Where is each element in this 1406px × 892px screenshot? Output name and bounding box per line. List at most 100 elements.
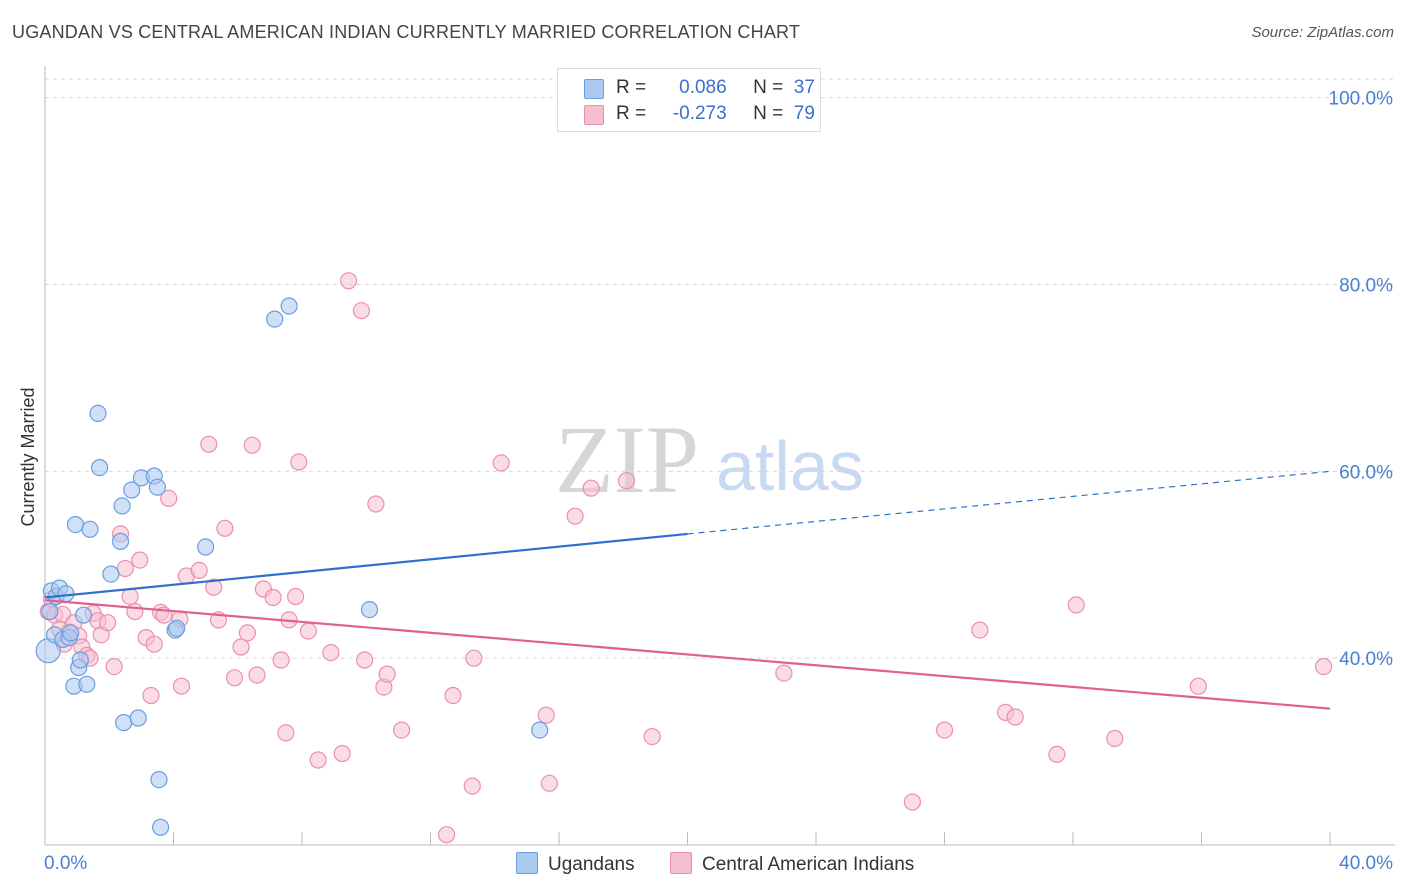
cai-point xyxy=(200,435,218,453)
cai-point xyxy=(1189,677,1207,695)
cai-point xyxy=(160,489,178,507)
cai-point xyxy=(540,774,559,792)
cai-point xyxy=(340,272,358,290)
ugandans-point xyxy=(66,515,85,534)
trend-lines xyxy=(44,470,1331,710)
ugandans-point xyxy=(57,585,75,603)
ugandans-point xyxy=(113,497,131,515)
ugandans-point xyxy=(111,532,130,551)
cai-point xyxy=(465,649,483,667)
cai-point xyxy=(1048,745,1066,764)
watermark-zip: ZIP xyxy=(555,406,699,513)
cai-point xyxy=(205,578,223,596)
ugandans-point xyxy=(123,481,141,499)
cai-point xyxy=(309,751,327,769)
cai-point xyxy=(299,622,317,640)
x-tick-label: 40.0% xyxy=(1339,853,1393,874)
ugandans-r-value: 0.086 xyxy=(679,77,727,98)
cai-point xyxy=(617,472,636,490)
ugandans-point xyxy=(74,606,93,624)
ugandans-point xyxy=(62,624,80,642)
cai-point xyxy=(121,587,139,606)
ugandans-point xyxy=(360,600,379,619)
cai-point xyxy=(643,727,661,746)
cai-trend-line xyxy=(44,599,1331,710)
cai-point xyxy=(238,624,256,642)
ugandans-point xyxy=(115,713,133,732)
y-tick-label: 60.0% xyxy=(1339,462,1393,483)
chart-title: UGANDAN VS CENTRAL AMERICAN INDIAN CURRE… xyxy=(12,22,801,42)
cai-point xyxy=(145,635,163,653)
x-tick-labels: 0.0% 40.0% xyxy=(44,853,1393,874)
cai-point xyxy=(190,561,208,580)
cai-point xyxy=(352,302,370,320)
ugandans-n-value: 37 xyxy=(793,77,815,98)
cai-point xyxy=(492,454,510,472)
cai-point xyxy=(1006,708,1024,726)
source-credit: Source: ZipAtlas.com xyxy=(1251,24,1394,41)
ugandans-point xyxy=(148,478,166,496)
cai-point xyxy=(537,706,555,724)
stats-legend: R = 0.086 N = 37 R = -0.273 N = 79 xyxy=(557,68,821,132)
cai-point xyxy=(935,721,954,739)
cai-r-value: -0.273 xyxy=(672,103,727,124)
ugandans-point xyxy=(280,297,298,315)
ugandans-swatch xyxy=(584,79,604,99)
r-label: R = xyxy=(616,103,647,124)
cai-point xyxy=(356,651,374,669)
y-tick-label: 80.0% xyxy=(1339,276,1393,297)
ugandans-point xyxy=(71,651,89,669)
ugandans-point xyxy=(129,709,147,727)
cai-point xyxy=(264,588,282,607)
ugandans-point xyxy=(102,565,120,583)
cai-point xyxy=(98,614,117,632)
cai-point xyxy=(393,721,411,739)
cai-swatch xyxy=(584,105,604,125)
ugandans-point xyxy=(152,818,170,836)
cai-point xyxy=(216,519,234,537)
watermark-atlas: atlas xyxy=(716,427,864,505)
legend-cai: Central American Indians xyxy=(670,852,914,876)
cai-point xyxy=(903,793,922,811)
x-tick-label: 0.0% xyxy=(44,853,87,874)
cai-point xyxy=(1067,596,1085,614)
cai-point xyxy=(172,677,191,695)
cai-point xyxy=(243,436,261,454)
cai-point xyxy=(378,665,396,683)
cai-point xyxy=(272,651,290,669)
ugandans-trend-line xyxy=(44,532,688,599)
cai-point xyxy=(775,664,793,682)
ugandans-point xyxy=(89,404,107,422)
cai-n-value: 79 xyxy=(793,103,815,124)
y-tick-label: 40.0% xyxy=(1339,649,1393,670)
cai-point xyxy=(367,495,385,513)
cai-point xyxy=(116,559,134,578)
cai-point xyxy=(333,744,351,763)
cai-point xyxy=(225,669,244,687)
cai-point xyxy=(248,666,266,684)
cai-point xyxy=(971,621,989,639)
ugandans-point xyxy=(81,520,99,538)
axes xyxy=(44,66,1395,846)
legend-ugandans-swatch xyxy=(516,852,538,874)
watermark: ZIP atlas xyxy=(555,406,864,513)
data-points xyxy=(35,272,1333,844)
y-tick-label: 100.0% xyxy=(1329,89,1394,110)
n-label: N = xyxy=(753,103,784,124)
cai-point xyxy=(126,602,144,621)
legend-cai-swatch xyxy=(670,852,692,874)
cai-point xyxy=(444,686,462,705)
cai-point xyxy=(131,551,149,569)
ugandans-point xyxy=(41,602,59,621)
ugandans-point xyxy=(150,770,168,789)
ugandans-point xyxy=(168,619,186,637)
cai-point xyxy=(290,453,308,471)
cai-point xyxy=(582,479,600,497)
legend-ugandans-label: Ugandans xyxy=(548,854,635,875)
y-tick-labels: 40.0% 60.0% 80.0% 100.0% xyxy=(1329,89,1394,670)
ugandans-trend-extension xyxy=(687,470,1331,535)
ugandans-point xyxy=(90,459,109,477)
ugandans-point xyxy=(197,538,215,556)
cai-point xyxy=(438,826,456,844)
